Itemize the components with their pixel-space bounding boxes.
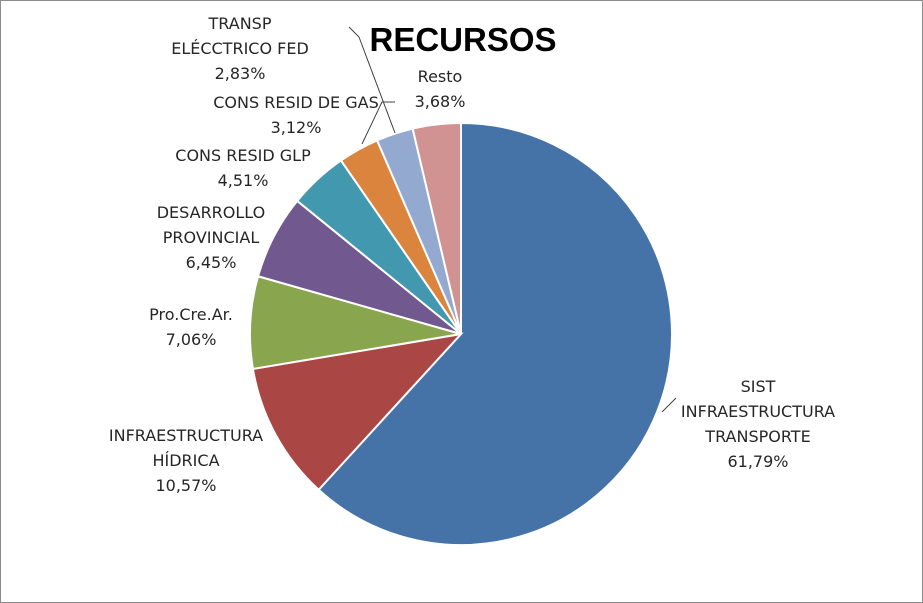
leader-lines: [348, 26, 677, 413]
data-label: INFRAESTRUCTURA HÍDRICA 10,57%: [109, 426, 263, 495]
data-label: SIST INFRAESTRUCTURA TRANSPORTE 61,79%: [681, 377, 835, 471]
data-label-text: PROVINCIAL: [163, 228, 260, 247]
leader-line: [661, 397, 677, 413]
data-label: Resto 3,68%: [415, 67, 466, 111]
data-label-text: HÍDRICA: [152, 451, 219, 470]
data-labels: SIST INFRAESTRUCTURA TRANSPORTE 61,79% INFRA…: [109, 14, 835, 495]
data-label-value: 3,12%: [271, 118, 322, 137]
data-label: CONS RESID GLP 4,51%: [175, 146, 311, 190]
data-label-text: TRANSPORTE: [704, 427, 810, 446]
data-label-text: CONS RESID GLP: [175, 146, 311, 165]
data-label: TRANSP ELÉCCTRICO FED 2,83%: [171, 14, 309, 83]
data-label-value: 10,57%: [155, 476, 216, 495]
leader-line: [361, 101, 395, 145]
data-label-value: 61,79%: [727, 452, 788, 471]
data-label-value: 6,45%: [186, 253, 237, 272]
data-label-text: CONS RESID DE GAS: [213, 93, 379, 112]
data-label-text: SIST: [741, 377, 776, 396]
leader-line: [348, 26, 396, 134]
data-label-text: DESARROLLO: [157, 203, 266, 222]
data-label-value: 4,51%: [218, 171, 269, 190]
pie-slice: [251, 332, 464, 492]
data-label-value: 2,83%: [215, 64, 266, 83]
data-label: Pro.Cre.Ar. 7,06%: [149, 305, 233, 349]
data-label-text: INFRAESTRUCTURA: [681, 402, 835, 421]
pie-slices: [249, 121, 673, 546]
data-label-text: Pro.Cre.Ar.: [149, 305, 233, 324]
pie-slice: [411, 121, 462, 335]
chart-title: RECURSOS: [369, 21, 556, 58]
data-label: CONS RESID DE GAS 3,12%: [213, 93, 379, 137]
data-label-text: TRANSP: [208, 14, 272, 33]
pie-slice: [317, 121, 673, 546]
data-label-text: INFRAESTRUCTURA: [109, 426, 263, 445]
data-label-text: Resto: [418, 67, 463, 86]
data-label: DESARROLLO PROVINCIAL 6,45%: [157, 203, 266, 272]
data-label-text: ELÉCCTRICO FED: [171, 39, 309, 58]
data-label-value: 7,06%: [166, 330, 217, 349]
data-label-value: 3,68%: [415, 92, 466, 111]
